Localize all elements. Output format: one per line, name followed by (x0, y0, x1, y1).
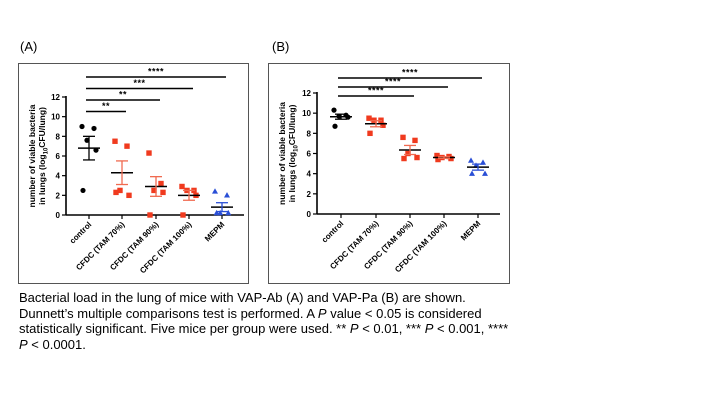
y-axis-label-post: CFU/lung) (37, 107, 47, 148)
significance-stars: **** (368, 86, 384, 96)
data-point-square (113, 189, 119, 196)
data-point-circle (332, 123, 338, 129)
caption-p-2: P (349, 321, 359, 336)
y-tick-label: 12 (302, 89, 311, 98)
significance-stars: *** (133, 78, 145, 88)
y-tick-label: 6 (56, 152, 61, 161)
data-point-triangle (224, 192, 230, 198)
data-point-square (405, 150, 411, 157)
significance-stars: ** (119, 90, 127, 100)
caption-text-4: < 0.001, **** (433, 321, 509, 336)
data-point-square (366, 115, 372, 121)
y-axis-label-pre: in lungs (log (37, 154, 47, 205)
data-point-square (147, 212, 153, 218)
data-point-square (367, 130, 373, 137)
caption-text-2: value < 0.05 is considered statistically… (19, 305, 482, 337)
data-point-square (180, 212, 186, 218)
y-axis-label-line2: in lungs (log10CFU/lung) (287, 104, 300, 202)
data-point-triangle (482, 170, 488, 176)
panel-b-label: (B) (272, 39, 290, 54)
y-tick-label: 2 (307, 190, 312, 199)
panel-a-plot: 0 2 4 6 8 10 12 number of viable bacteria in lun… (27, 67, 244, 275)
data-point-square (126, 192, 132, 199)
caption-text-3: < 0.01, *** (358, 321, 425, 336)
y-tick-label: 0 (307, 210, 312, 219)
data-point-square (158, 180, 164, 187)
data-point-square (401, 155, 407, 162)
data-point-triangle (213, 209, 220, 216)
significance-stars: ** (102, 101, 110, 111)
data-point-square (414, 154, 420, 161)
panel-b-frame (268, 63, 510, 284)
panel-a-label: (A) (20, 39, 38, 54)
y-axis-label-line2: in lungs (log10CFU/lung) (37, 107, 50, 205)
data-point-circle (331, 107, 337, 113)
y-tick-label: 10 (302, 109, 311, 118)
data-point-square (435, 156, 441, 163)
data-point-square (380, 122, 386, 128)
x-tick-label: control (320, 219, 346, 245)
panel-a-frame (18, 63, 249, 284)
y-axis-label-sub: 10 (294, 145, 300, 152)
data-point-triangle (212, 188, 218, 194)
y-tick-label: 2 (56, 191, 61, 200)
data-point-circle (79, 123, 85, 130)
y-tick-label: 8 (307, 129, 312, 138)
y-axis-label-line1: number of viable bacteria (277, 102, 287, 205)
y-tick-label: 4 (307, 170, 312, 179)
data-point-square (112, 138, 118, 144)
panel-b-plot: 0 2 4 6 8 10 12 number of viable bacteria in lun… (277, 68, 500, 274)
y-axis-label-sub: 10 (44, 147, 50, 154)
caption-p-4: P (19, 336, 28, 352)
y-tick-label: 8 (56, 132, 61, 141)
data-point-triangle (469, 170, 475, 176)
data-point-square (400, 134, 406, 141)
y-axis-label-pre: in lungs (log (287, 152, 297, 203)
data-point-square (160, 189, 166, 196)
significance-stars: **** (385, 77, 401, 87)
significance-stars: **** (402, 68, 418, 78)
data-point-square (117, 187, 123, 194)
data-point-square (151, 187, 157, 194)
data-point-square (146, 150, 152, 156)
y-axis-label-post: CFU/lung) (287, 104, 297, 145)
x-tick-label: control (68, 220, 94, 246)
data-point-square (179, 183, 185, 190)
data-point-square (412, 137, 418, 144)
y-tick-label: 6 (307, 150, 312, 159)
caption-p-3: P (424, 321, 434, 336)
data-point-square (434, 152, 440, 159)
significance-stars: **** (148, 67, 164, 77)
data-point-circle (84, 137, 90, 143)
caption-text-5: < 0.0001. (27, 336, 86, 352)
x-tick-label: MEPM (203, 220, 227, 244)
figure-caption: Bacterial load in the lung of mice with … (19, 290, 519, 352)
caption-p-1: P (317, 305, 327, 321)
data-point-triangle (480, 159, 486, 165)
y-tick-label: 4 (56, 172, 61, 181)
data-point-square (448, 155, 454, 162)
data-point-circle (80, 187, 86, 194)
data-point-triangle (225, 209, 232, 216)
y-axis-label-line1: number of viable bacteria (27, 104, 37, 207)
data-point-circle (91, 125, 97, 132)
y-tick-label: 12 (51, 93, 60, 102)
y-tick-label: 10 (51, 113, 60, 122)
data-point-triangle (468, 157, 474, 163)
y-tick-label: 0 (56, 211, 61, 220)
x-tick-label: MEPM (459, 219, 483, 243)
data-point-square (124, 143, 130, 149)
caption-text-1: Bacterial load in the lung of mice with … (19, 290, 466, 321)
